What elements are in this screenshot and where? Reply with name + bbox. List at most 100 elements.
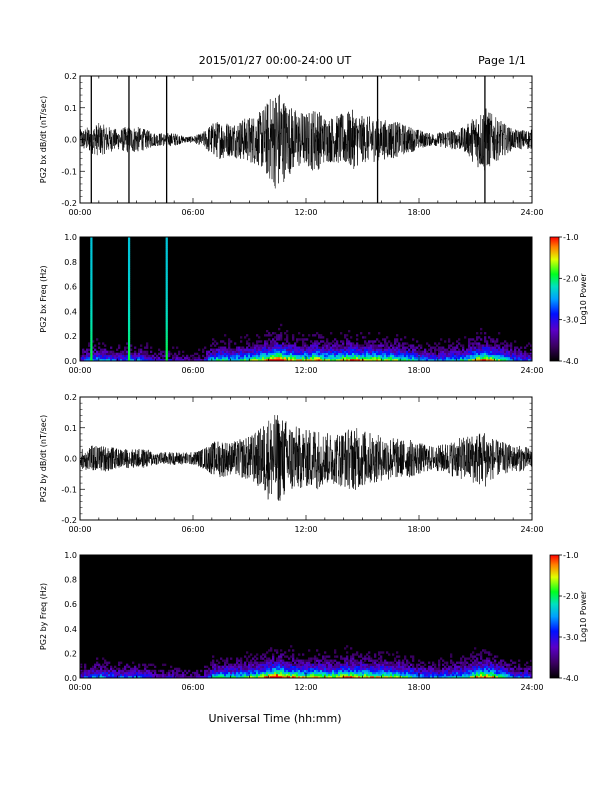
spectrogram-cell — [412, 346, 415, 349]
spectrogram-cell — [444, 356, 447, 360]
spectrogram-cell — [258, 346, 261, 349]
spectrogram-cell — [270, 661, 273, 664]
spectrogram-cell — [398, 354, 401, 358]
spectrogram-cell — [210, 669, 213, 673]
spectrogram-cell — [136, 667, 139, 671]
spectrogram-cell — [350, 647, 353, 650]
spectrogram-cell — [286, 356, 289, 360]
spectrogram-cell — [492, 340, 495, 343]
spectrogram-cell — [338, 667, 341, 671]
spectrogram-cell — [344, 657, 347, 660]
spectrogram-cell — [508, 673, 511, 677]
spectrogram-cell — [446, 671, 449, 675]
broadband-burst — [165, 338, 168, 341]
spectrogram-cell — [418, 354, 421, 358]
spectrogram-cell — [224, 352, 227, 356]
spectrogram-cell — [334, 659, 337, 662]
spectrogram-cell — [524, 354, 527, 358]
spectrogram-cell — [452, 346, 455, 349]
spectrogram-cell — [218, 667, 221, 671]
spectrogram-cell — [502, 358, 505, 362]
spectrogram-cell — [216, 665, 219, 669]
broadband-burst — [127, 241, 131, 244]
spectrogram-cell — [428, 354, 431, 358]
spectrogram-cell — [146, 665, 149, 669]
spectrogram-cell — [262, 665, 265, 669]
spectrogram-cell — [464, 665, 467, 669]
panel-1: 00:00 06:00 12:00 18:00 24:000.20.10.0-0.1-0… — [39, 72, 544, 217]
spectrogram-cell — [320, 350, 323, 354]
spectrogram-cell — [340, 356, 343, 360]
spectrogram-cell — [466, 356, 469, 360]
spectrogram-cell — [464, 671, 467, 675]
spectrogram-cell — [506, 663, 509, 666]
spectrogram-cell — [386, 350, 389, 354]
spectrogram-cell — [106, 354, 109, 358]
spectrogram-cell — [252, 344, 255, 347]
spectrogram-cell — [334, 344, 337, 347]
spectrogram-cell — [480, 665, 483, 669]
spectrogram-cell — [168, 673, 171, 677]
spectrogram-cell — [354, 356, 357, 360]
spectrogram-cell — [374, 675, 377, 679]
spectrogram-cell — [286, 346, 289, 349]
spectrogram-cell — [350, 356, 353, 360]
spectrogram-cell — [282, 342, 285, 345]
spectrogram-cell — [490, 675, 493, 679]
spectrogram-cell — [264, 661, 267, 664]
spectrogram-cell — [282, 354, 285, 358]
broadband-burst — [165, 315, 168, 318]
spectrogram-cell — [388, 348, 391, 351]
broadband-burst — [165, 263, 168, 267]
spectrogram-cell — [152, 669, 155, 673]
spectrogram-cell — [460, 675, 463, 679]
spectrogram-cell — [292, 352, 295, 356]
spectrogram-cell — [412, 354, 415, 358]
spectrogram-cell — [108, 350, 111, 354]
spectrogram-cell — [286, 669, 289, 673]
spectrogram-cell — [322, 655, 325, 658]
spectrogram-cell — [368, 663, 371, 666]
spectrogram-cell — [446, 354, 449, 358]
spectrogram-cell — [256, 356, 259, 360]
spectrogram-cell — [276, 336, 279, 339]
spectrogram-cell — [342, 342, 345, 345]
spectrogram-cell — [306, 348, 309, 351]
x-tick-label: 12:00 — [294, 366, 317, 375]
spectrogram-cell — [468, 346, 471, 349]
spectrogram-cell — [288, 673, 291, 677]
spectrogram-cell — [392, 661, 395, 664]
spectrogram-cell — [86, 350, 89, 354]
spectrogram-cell — [334, 338, 337, 341]
spectrogram-cell — [334, 671, 337, 675]
spectrogram-cell — [298, 661, 301, 664]
spectrogram-cell — [318, 665, 321, 669]
spectrogram-cell — [330, 663, 333, 666]
spectrogram-cell — [470, 663, 473, 666]
spectrogram-cell — [94, 675, 97, 679]
spectrogram-cell — [428, 667, 431, 671]
spectrogram-cell — [100, 352, 103, 356]
spectrogram-cell — [86, 348, 89, 351]
spectrogram-cell — [514, 358, 517, 362]
spectrogram-cell — [118, 667, 121, 671]
spectrogram-cell — [486, 665, 489, 669]
spectrogram-cell — [344, 669, 347, 673]
spectrogram-cell — [338, 671, 341, 675]
spectrogram-cell — [130, 354, 133, 358]
spectrogram-cell — [330, 346, 333, 349]
spectrogram-cell — [470, 665, 473, 669]
spectrogram-cell — [136, 675, 139, 679]
spectrogram-cell — [342, 340, 345, 343]
spectrogram-cell — [368, 354, 371, 358]
spectrogram-cell — [178, 675, 181, 679]
spectrogram-cell — [294, 348, 297, 351]
spectrogram-cell — [336, 675, 339, 679]
spectrogram-cell — [306, 344, 309, 347]
spectrogram-cell — [380, 344, 383, 347]
spectrogram-cell — [388, 665, 391, 669]
spectrogram-cell — [290, 346, 293, 349]
spectrogram-cell — [336, 350, 339, 354]
spectrogram-cell — [334, 350, 337, 354]
spectrogram-cell — [270, 358, 273, 362]
